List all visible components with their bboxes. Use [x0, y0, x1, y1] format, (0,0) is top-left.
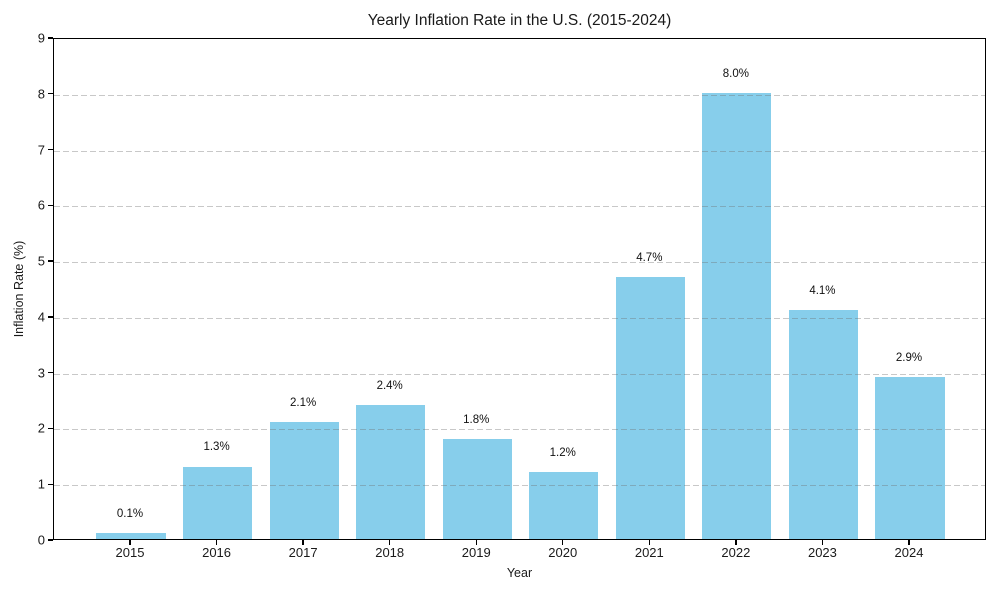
y-tick-mark-4	[48, 316, 53, 318]
bar-2024	[875, 377, 945, 539]
y-tick-label-5: 5	[37, 253, 45, 269]
gridline-y-8	[54, 94, 985, 96]
bar-2015	[96, 533, 166, 539]
bar-value-label-2019: 1.8%	[463, 413, 490, 426]
x-tick-label-2023: 2023	[807, 545, 837, 560]
bar-value-label-2018: 2.4%	[376, 380, 403, 393]
y-tick-label-2: 2	[37, 420, 45, 436]
x-tick-label-2016: 2016	[202, 545, 232, 560]
x-axis-label: Year	[506, 566, 533, 580]
y-tick-mark-2	[48, 427, 53, 430]
x-tick-label-2022: 2022	[721, 545, 751, 560]
y-tick-label-8: 8	[37, 86, 45, 102]
bar-2017	[269, 421, 339, 539]
x-tick-mark-2015	[129, 540, 131, 545]
x-tick-label-2024: 2024	[894, 545, 924, 560]
bar-2020	[529, 472, 599, 539]
bar-value-label-2021: 4.7%	[636, 251, 663, 264]
bar-2022	[702, 92, 772, 539]
bar-value-label-2024: 2.9%	[895, 352, 923, 365]
y-tick-label-0: 0	[37, 532, 45, 548]
x-tick-mark-2024	[908, 540, 910, 545]
y-tick-mark-5	[48, 260, 53, 262]
x-tick-mark-2016	[215, 540, 218, 545]
gridline-y-6	[54, 206, 985, 208]
bar-2019	[442, 438, 512, 539]
gridline-y-5	[54, 262, 985, 264]
bar-2021	[615, 276, 685, 539]
y-tick-mark-7	[48, 148, 53, 151]
y-tick-label-1: 1	[37, 476, 45, 492]
y-tick-mark-6	[48, 204, 53, 206]
x-tick-mark-2021	[648, 540, 650, 545]
x-tick-mark-2019	[475, 540, 477, 545]
x-tick-mark-2018	[389, 540, 391, 545]
y-tick-mark-8	[48, 93, 53, 95]
bar-2016	[182, 466, 253, 539]
chart-title: Yearly Inflation Rate in the U.S. (2015-…	[367, 12, 672, 29]
bar-value-label-2020: 1.2%	[549, 447, 576, 460]
y-tick-mark-3	[48, 372, 53, 374]
x-tick-mark-2023	[821, 540, 824, 545]
x-tick-mark-2020	[562, 540, 564, 545]
bar-2023	[788, 310, 859, 539]
bar-2018	[356, 405, 426, 539]
x-tick-label-2020: 2020	[548, 545, 578, 560]
bar-value-label-2015: 0.1%	[116, 508, 144, 521]
x-tick-label-2015: 2015	[115, 545, 145, 560]
bar-value-label-2023: 4.1%	[809, 285, 836, 298]
x-tick-label-2021: 2021	[634, 545, 664, 560]
gridline-y-7	[54, 150, 985, 152]
y-tick-label-9: 9	[37, 30, 45, 46]
x-tick-label-2019: 2019	[461, 545, 491, 560]
y-tick-mark-1	[48, 483, 53, 485]
y-tick-label-3: 3	[37, 365, 45, 381]
y-tick-mark-0	[48, 539, 53, 541]
bar-value-label-2017: 2.1%	[290, 396, 317, 409]
bar-value-label-2016: 1.3%	[203, 441, 230, 454]
y-tick-label-6: 6	[37, 197, 45, 213]
x-tick-mark-2022	[735, 540, 737, 545]
y-tick-label-4: 4	[37, 309, 45, 325]
x-tick-label-2018: 2018	[375, 545, 405, 560]
bar-value-label-2022: 8.0%	[722, 67, 749, 80]
x-tick-label-2017: 2017	[288, 545, 318, 560]
x-tick-mark-2017	[302, 540, 304, 545]
y-tick-mark-9	[48, 37, 53, 39]
plot-area	[53, 38, 986, 540]
y-tick-label-7: 7	[37, 142, 45, 158]
